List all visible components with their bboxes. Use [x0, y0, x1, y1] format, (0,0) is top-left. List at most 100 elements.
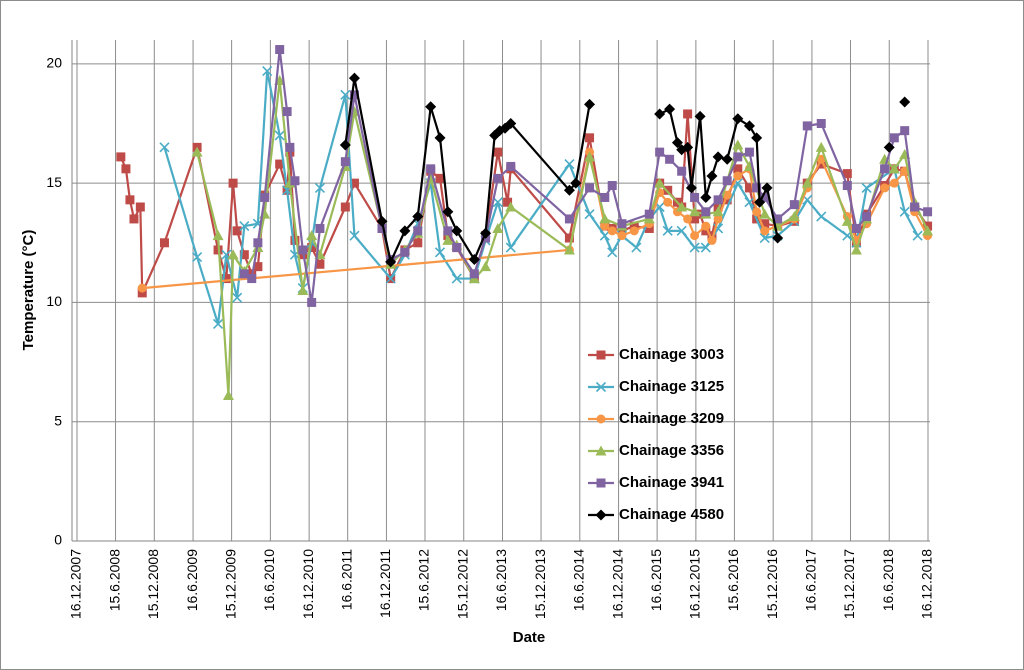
- legend-label: Chainage 4580: [619, 506, 724, 523]
- legend-label: Chainage 3209: [619, 410, 724, 427]
- marker: [480, 261, 492, 272]
- marker: [349, 230, 360, 241]
- marker: [442, 206, 454, 218]
- marker: [816, 159, 826, 169]
- x-tick-label: 16.12.2015: [687, 549, 703, 619]
- marker: [260, 192, 270, 202]
- marker: [676, 201, 688, 212]
- marker: [772, 232, 784, 244]
- marker: [339, 139, 351, 151]
- marker: [883, 141, 895, 153]
- marker: [759, 232, 770, 244]
- marker: [443, 226, 453, 236]
- marker: [677, 166, 687, 176]
- marker: [802, 121, 812, 131]
- marker: [861, 182, 872, 193]
- marker: [664, 103, 676, 115]
- marker: [275, 45, 285, 55]
- marker: [298, 245, 308, 255]
- marker: [442, 234, 454, 245]
- x-tick-label: 15.12.2008: [145, 549, 161, 619]
- marker: [385, 273, 396, 284]
- marker: [290, 176, 300, 186]
- marker: [451, 225, 463, 237]
- marker: [676, 225, 687, 236]
- marker: [815, 141, 827, 152]
- marker: [377, 223, 387, 233]
- marker: [137, 283, 147, 293]
- marker: [221, 274, 231, 284]
- marker: [683, 109, 693, 119]
- x-tick-label: 16.12.2010: [300, 549, 316, 619]
- marker: [789, 200, 799, 210]
- marker: [468, 253, 480, 265]
- marker: [212, 230, 224, 241]
- marker: [752, 183, 762, 193]
- marker: [744, 147, 754, 157]
- marker: [595, 445, 607, 456]
- marker: [732, 113, 744, 125]
- marker: [644, 223, 654, 233]
- marker: [376, 215, 388, 227]
- marker: [492, 222, 504, 233]
- marker: [617, 219, 627, 229]
- marker: [434, 132, 446, 144]
- marker: [888, 163, 900, 174]
- x-tick-label: 15.6.2012: [416, 549, 432, 611]
- marker: [706, 170, 718, 182]
- marker: [655, 147, 665, 157]
- marker: [707, 235, 717, 245]
- marker: [247, 274, 257, 284]
- marker: [751, 132, 763, 144]
- x-tick-label: 16.12.2007: [68, 549, 84, 619]
- marker: [733, 171, 743, 181]
- marker: [722, 176, 732, 186]
- marker: [654, 108, 666, 120]
- marker: [722, 195, 732, 205]
- legend-label: Chainage 3356: [619, 442, 724, 459]
- marker: [713, 214, 723, 224]
- marker: [340, 157, 350, 167]
- marker: [713, 195, 723, 205]
- marker: [570, 177, 582, 189]
- marker: [307, 297, 317, 307]
- marker: [563, 244, 575, 255]
- y-tick-label: 15: [46, 174, 62, 190]
- marker: [922, 225, 934, 236]
- marker: [701, 207, 711, 217]
- marker: [880, 183, 890, 193]
- marker: [282, 107, 292, 117]
- marker: [600, 221, 610, 231]
- x-tick-label: 16.6.2015: [648, 549, 664, 611]
- x-tick-label: 15.12.2017: [841, 549, 857, 619]
- marker: [493, 147, 503, 157]
- marker: [348, 72, 360, 84]
- marker: [754, 196, 766, 208]
- marker: [425, 101, 437, 113]
- marker: [349, 178, 359, 188]
- legend-label: Chainage 3125: [619, 378, 724, 395]
- marker: [760, 219, 770, 229]
- marker: [253, 238, 263, 248]
- marker: [212, 318, 224, 329]
- marker: [505, 201, 517, 212]
- x-tick-label: 16.6.2011: [338, 549, 354, 610]
- marker: [426, 164, 436, 174]
- marker: [700, 191, 712, 203]
- marker: [816, 211, 827, 222]
- marker: [563, 184, 575, 196]
- marker: [665, 154, 675, 164]
- marker: [584, 98, 596, 110]
- marker: [505, 242, 516, 253]
- marker: [689, 242, 700, 253]
- marker: [129, 214, 139, 224]
- marker: [274, 130, 285, 141]
- marker: [744, 197, 755, 208]
- marker: [600, 192, 610, 202]
- marker: [285, 142, 295, 152]
- marker: [712, 151, 724, 163]
- x-tick-label: 16.6.2017: [803, 549, 819, 611]
- x-tick-label: 15.6.2008: [106, 549, 122, 611]
- marker: [596, 414, 606, 424]
